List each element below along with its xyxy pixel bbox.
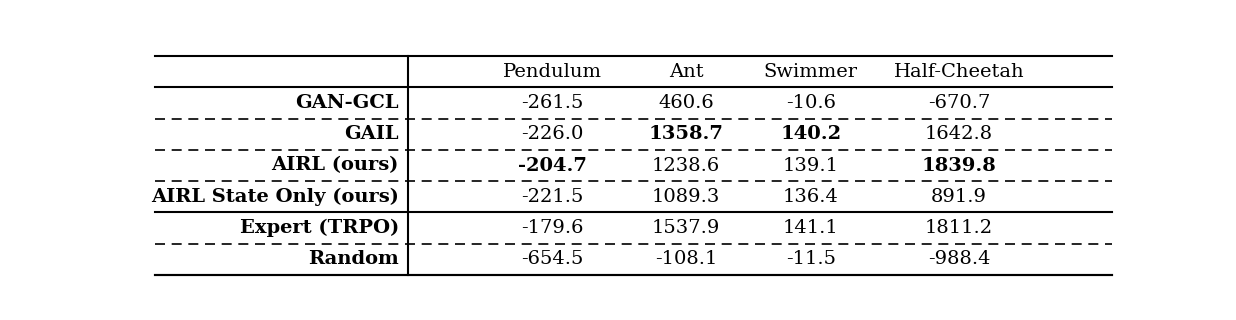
Text: Swimmer: Swimmer xyxy=(764,62,858,81)
Text: 1358.7: 1358.7 xyxy=(649,125,723,143)
Text: -179.6: -179.6 xyxy=(520,219,583,237)
Text: GAIL: GAIL xyxy=(345,125,399,143)
Text: 1238.6: 1238.6 xyxy=(653,156,721,175)
Text: -654.5: -654.5 xyxy=(520,250,583,268)
Text: GAN-GCL: GAN-GCL xyxy=(295,94,399,112)
Text: AIRL State Only (ours): AIRL State Only (ours) xyxy=(151,188,399,206)
Text: 1537.9: 1537.9 xyxy=(651,219,721,237)
Text: Random: Random xyxy=(308,250,399,268)
Text: -204.7: -204.7 xyxy=(518,156,586,175)
Text: 1089.3: 1089.3 xyxy=(651,188,721,206)
Text: -11.5: -11.5 xyxy=(786,250,836,268)
Text: Expert (TRPO): Expert (TRPO) xyxy=(240,219,399,237)
Text: 139.1: 139.1 xyxy=(782,156,839,175)
Text: 891.9: 891.9 xyxy=(931,188,988,206)
Text: 141.1: 141.1 xyxy=(782,219,838,237)
Text: -108.1: -108.1 xyxy=(655,250,717,268)
Text: 140.2: 140.2 xyxy=(780,125,842,143)
Text: Ant: Ant xyxy=(669,62,703,81)
Text: -670.7: -670.7 xyxy=(928,94,990,112)
Text: -221.5: -221.5 xyxy=(520,188,583,206)
Text: Half-Cheetah: Half-Cheetah xyxy=(894,62,1025,81)
Text: Pendulum: Pendulum xyxy=(503,62,602,81)
Text: 136.4: 136.4 xyxy=(782,188,838,206)
Text: -988.4: -988.4 xyxy=(928,250,990,268)
Text: -226.0: -226.0 xyxy=(520,125,583,143)
Text: 1642.8: 1642.8 xyxy=(925,125,994,143)
Text: 460.6: 460.6 xyxy=(659,94,714,112)
Text: -10.6: -10.6 xyxy=(786,94,836,112)
Text: -261.5: -261.5 xyxy=(520,94,583,112)
Text: 1811.2: 1811.2 xyxy=(925,219,994,237)
Text: AIRL (ours): AIRL (ours) xyxy=(272,156,399,175)
Text: 1839.8: 1839.8 xyxy=(922,156,996,175)
